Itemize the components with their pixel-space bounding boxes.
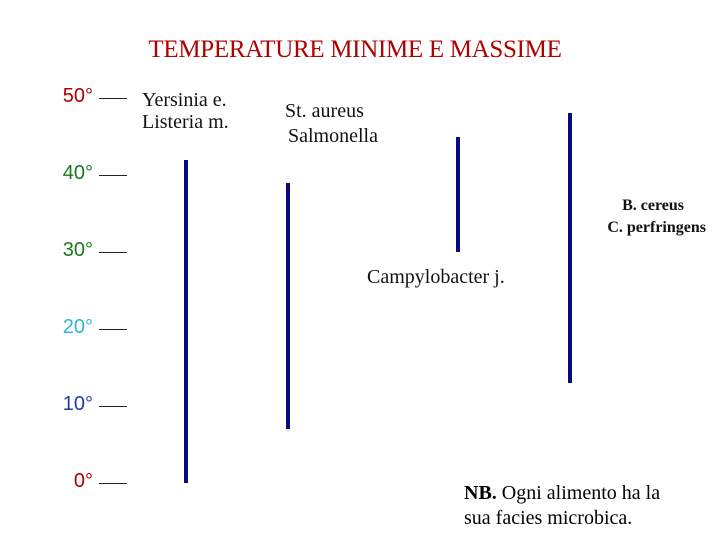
label-st-aureus: St. aureus [285,100,364,122]
label-listeria: Listeria m. [142,111,229,133]
axis-tick-label: 20° [62,316,93,338]
label-c-perfringens: C. perfringens [607,218,706,236]
axis-tick-label: 0° [73,470,93,492]
label-campylobacter-j: Campylobacter j. [367,266,505,288]
axis-tick-label: 50° [62,85,93,107]
range-bar [184,159,188,483]
axis-tick-line [99,175,127,176]
axis-tick-line [99,329,127,330]
label-campylobacter: Campylobacter j. [367,266,505,288]
axis-tick-line [99,98,127,99]
page-title: TEMPERATURE MINIME E MASSIME [148,36,562,63]
axis-tick-label: 30° [62,239,93,261]
axis-tick-label: 40° [62,162,93,184]
footnote: NB. Ogni alimento ha la sua facies micro… [464,481,660,532]
label-cereus-perfringens: B. cereus C. perfringens [580,195,706,238]
range-bar [568,113,572,383]
label-yersinia-listeria: Yersinia e. Listeria m. [142,89,229,133]
axis-tick-line [99,406,127,407]
note-line1: Ogni alimento ha la [496,482,661,504]
axis-tick-line [99,483,127,484]
note-line2: sua facies microbica. [464,507,633,530]
label-staph-salmonella: St. aureus Salmonella [285,99,378,149]
axis-tick-line [99,252,127,253]
axis-tick-label: 10° [62,393,93,415]
note-bold: NB. [464,482,497,504]
label-yersinia: Yersinia e. [142,89,227,111]
label-salmonella: Salmonella [288,125,378,147]
label-b-cereus: B. cereus [622,197,684,214]
range-bar [286,182,290,430]
range-bar [456,136,460,252]
